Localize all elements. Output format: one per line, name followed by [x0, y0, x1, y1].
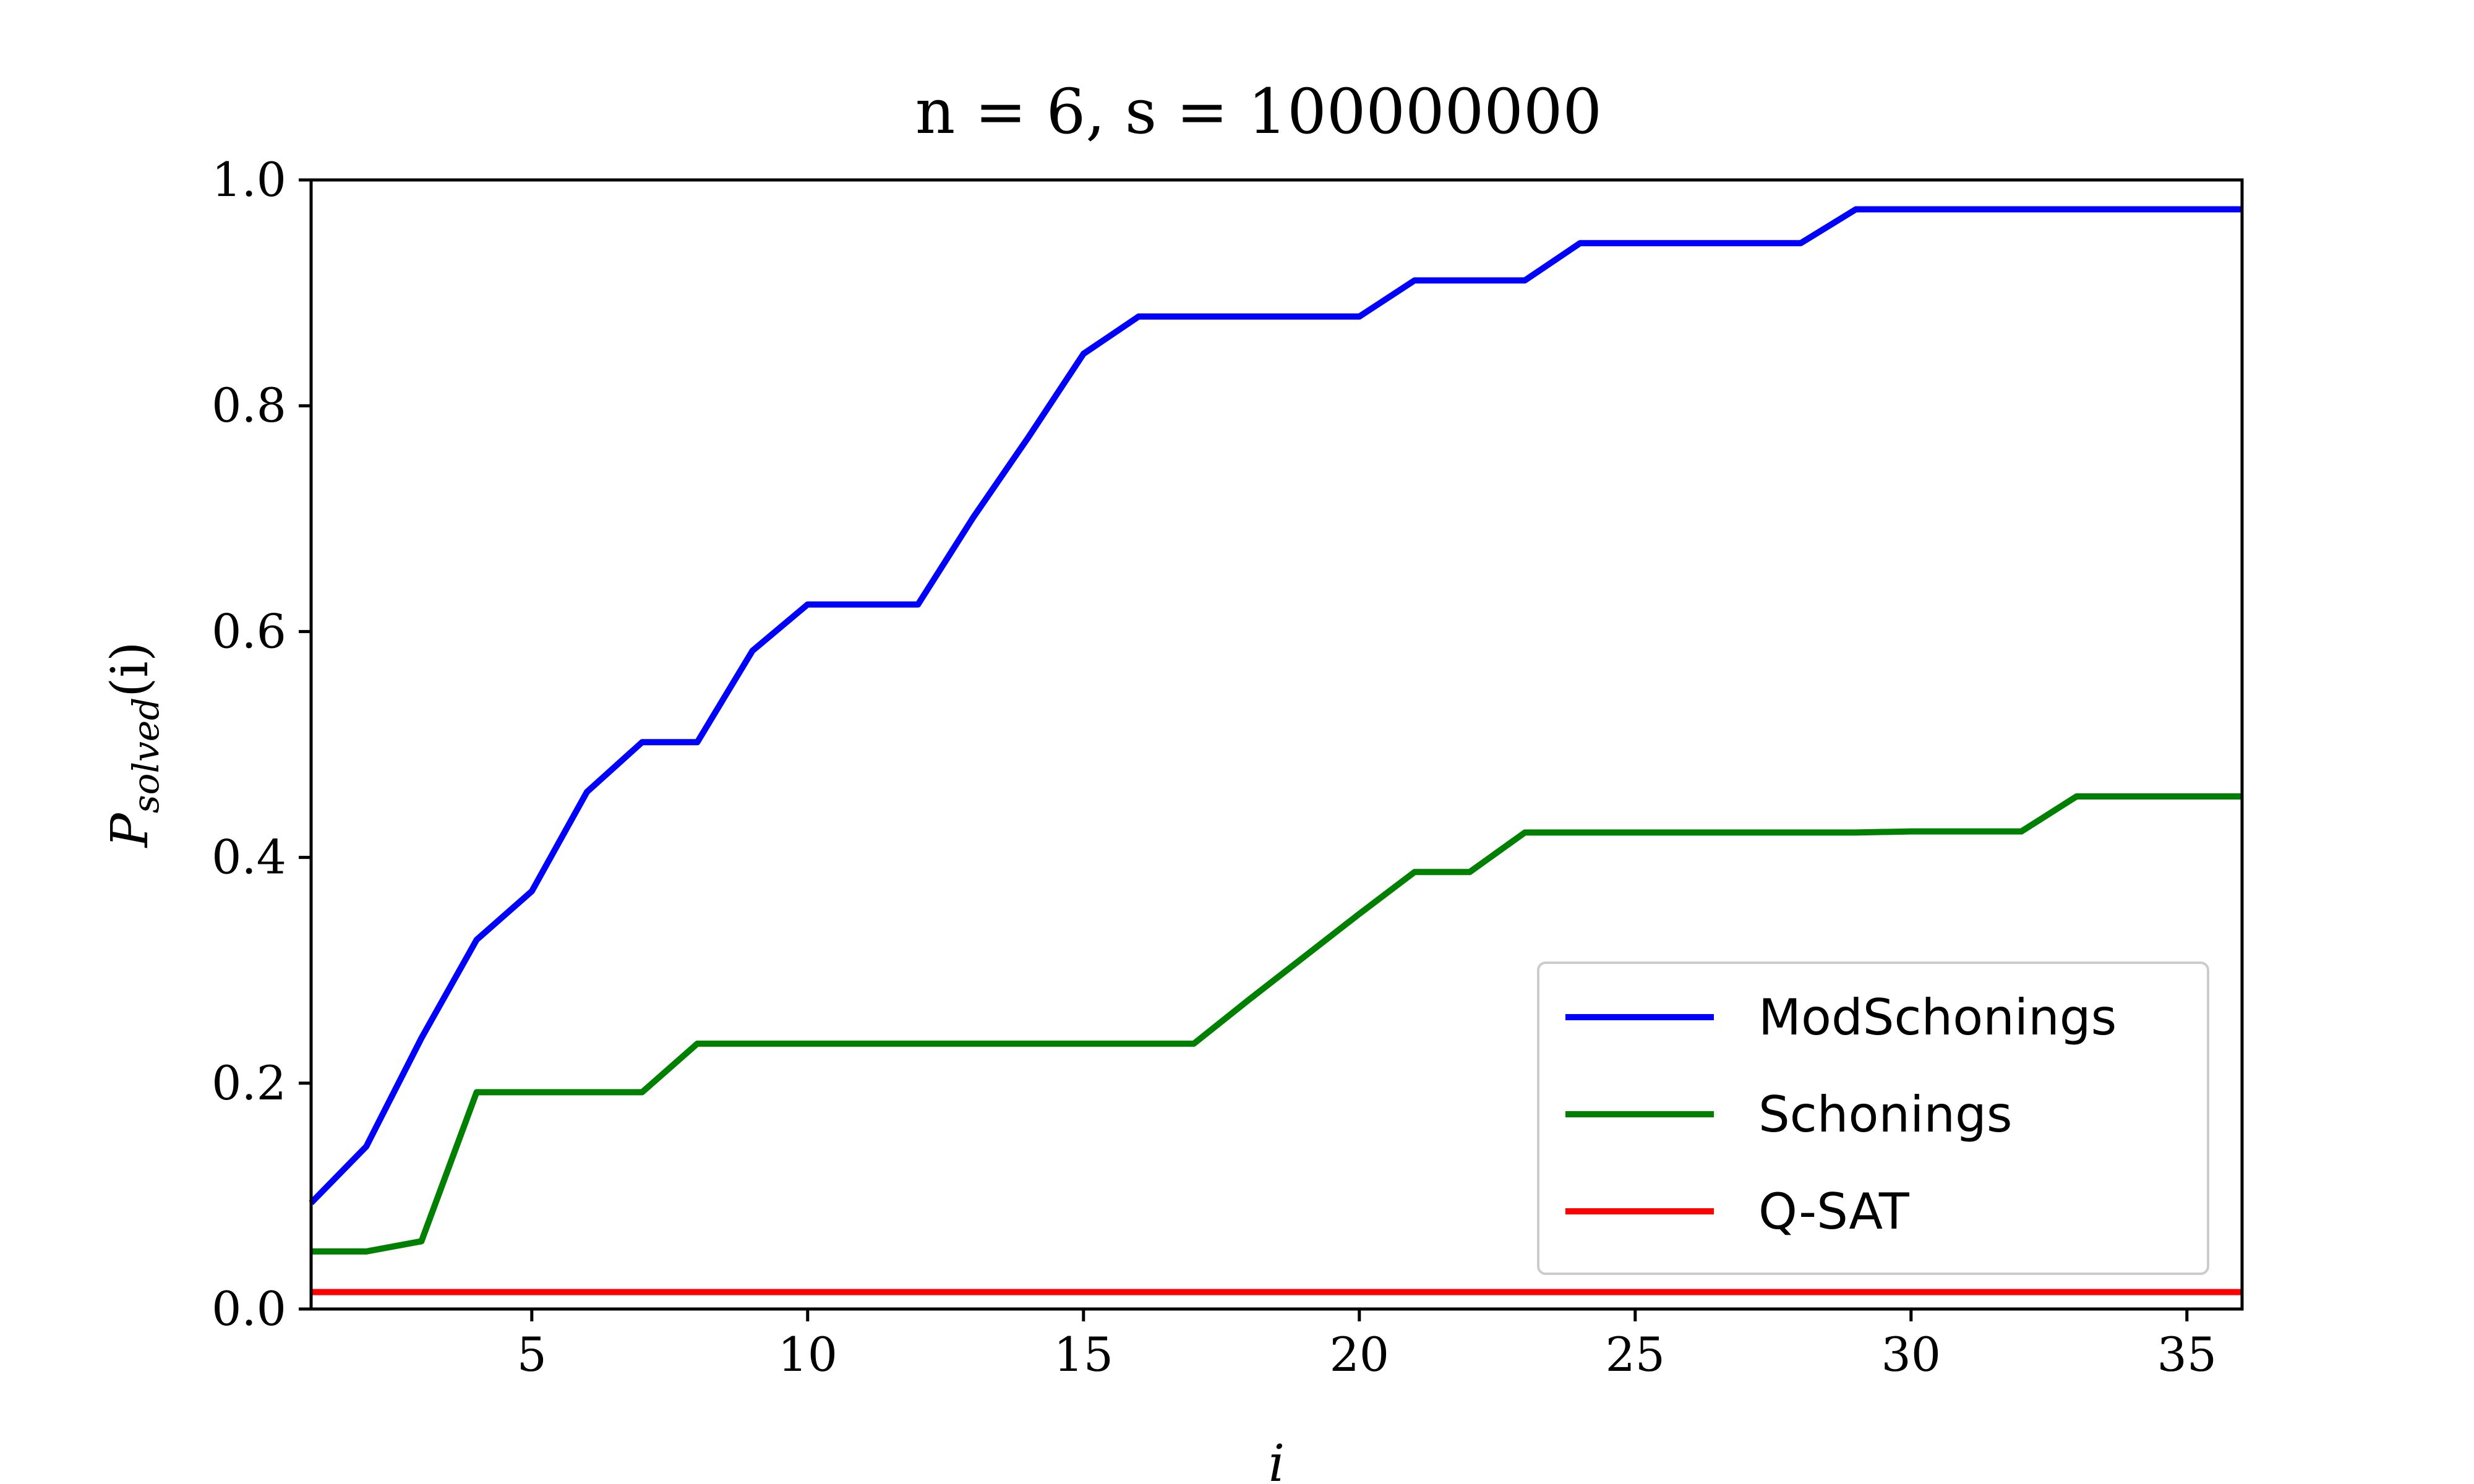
y-tick-label: 1.0	[212, 152, 286, 207]
plot-frame	[309, 178, 2244, 1311]
x-tick-label: 35	[2157, 1327, 2217, 1382]
y-tick-label: 0.6	[212, 603, 286, 659]
series-layer	[309, 206, 2242, 1295]
y-axis-label: Psolved(i)	[101, 642, 167, 849]
legend-label-q-sat: Q-SAT	[1758, 1183, 1910, 1240]
y-axis-label-main: P	[101, 812, 160, 848]
y-tick-label: 0.8	[212, 378, 286, 433]
x-tick-label: 10	[777, 1327, 837, 1382]
x-tick-label: 30	[1881, 1327, 1941, 1382]
y-tick-label: 0.0	[212, 1281, 286, 1336]
x-axis-label: i	[1269, 1435, 1285, 1484]
series-line-schonings	[311, 793, 2242, 1255]
y-axis: 0.0 0.2 0.4 0.6 0.8 1.0	[212, 152, 311, 1336]
x-tick-label: 20	[1329, 1327, 1389, 1382]
legend: ModSchonings Schonings Q-SAT	[1537, 962, 2209, 1275]
y-axis-label-suffix: (i)	[101, 642, 160, 697]
y-axis-label-subscript: solved	[125, 697, 167, 813]
series-line-modschonings	[309, 206, 2242, 1205]
x-tick-label: 5	[517, 1327, 547, 1382]
legend-label-modschonings: ModSchonings	[1758, 989, 2117, 1046]
x-tick-label: 25	[1605, 1327, 1665, 1382]
legend-label-schonings: Schonings	[1758, 1086, 2013, 1143]
y-tick-label: 0.4	[212, 830, 286, 885]
y-tick-label: 0.2	[212, 1055, 286, 1111]
x-tick-label: 15	[1053, 1327, 1113, 1382]
chart-title: n = 6, s = 100000000	[915, 75, 1602, 148]
legend-box	[1537, 962, 2209, 1275]
x-axis: 5 10 15 20 25 30 35	[517, 1309, 2217, 1382]
